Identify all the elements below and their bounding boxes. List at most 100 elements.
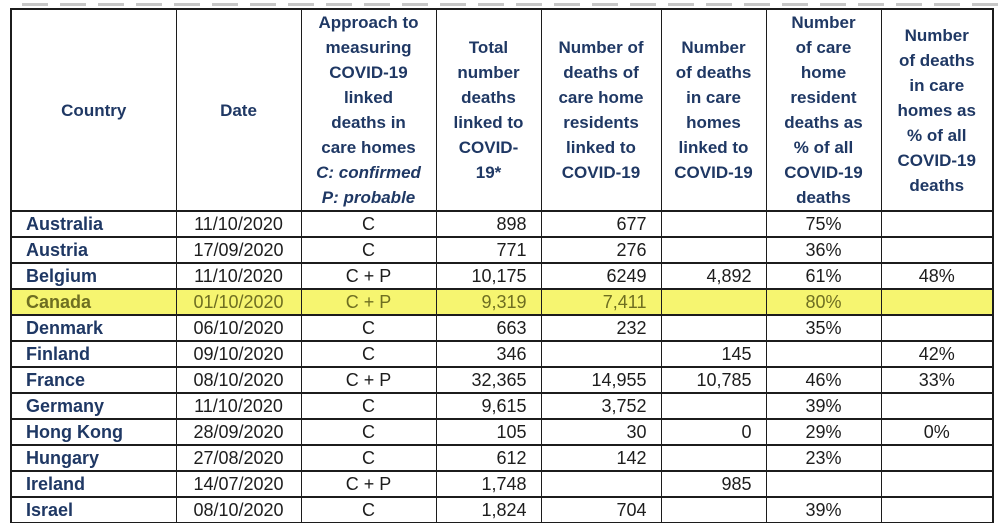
table-row: Hong Kong 28/09/2020 C 105 30 0 29% 0% bbox=[10, 418, 994, 446]
cell-approach: C bbox=[300, 418, 437, 446]
header-cell-carehome-deaths: Number of deaths in care homes linked to… bbox=[660, 8, 767, 212]
cell-carehome-deaths: 145 bbox=[660, 340, 767, 368]
cell-date: 11/10/2020 bbox=[175, 262, 302, 290]
cell-resident-pct: 39% bbox=[765, 392, 882, 420]
cell-resident-deaths bbox=[540, 470, 662, 498]
cell-resident-pct: 36% bbox=[765, 236, 882, 264]
table-row: Belgium 11/10/2020 C + P 10,175 6249 4,8… bbox=[10, 262, 994, 290]
cell-country: Australia bbox=[10, 210, 177, 238]
cell-country: Hungary bbox=[10, 444, 177, 472]
cell-approach: C bbox=[300, 496, 437, 523]
cell-resident-deaths: 232 bbox=[540, 314, 662, 342]
care-home-deaths-table: Country Date Approach to measuring COVID… bbox=[10, 8, 994, 523]
header-approach-legend: C: confirmed P: probable bbox=[316, 163, 421, 207]
table-row: Ireland 14/07/2020 C + P 1,748 985 bbox=[10, 470, 994, 498]
cell-total-deaths: 1,748 bbox=[435, 470, 542, 498]
cell-resident-pct: 29% bbox=[765, 418, 882, 446]
cell-resident-pct: 23% bbox=[765, 444, 882, 472]
cell-country: Germany bbox=[10, 392, 177, 420]
cell-approach: C bbox=[300, 210, 437, 238]
table-row: Australia 11/10/2020 C 898 677 75% bbox=[10, 210, 994, 238]
header-approach-label: Approach to measuring COVID-19 linked de… bbox=[318, 13, 419, 157]
cell-date: 09/10/2020 bbox=[175, 340, 302, 368]
cell-carehome-deaths: 0 bbox=[660, 418, 767, 446]
cell-carehome-pct bbox=[880, 236, 994, 264]
cell-country: Finland bbox=[10, 340, 177, 368]
cell-date: 11/10/2020 bbox=[175, 210, 302, 238]
cell-resident-deaths: 677 bbox=[540, 210, 662, 238]
header-cell-total-deaths: Total number deaths linked to COVID- 19* bbox=[435, 8, 542, 212]
cell-date: 08/10/2020 bbox=[175, 496, 302, 523]
header-cell-country: Country bbox=[10, 8, 177, 212]
cell-carehome-pct: 48% bbox=[880, 262, 994, 290]
scan-artifact-line bbox=[22, 3, 998, 6]
cell-carehome-deaths bbox=[660, 210, 767, 238]
cell-total-deaths: 9,319 bbox=[435, 288, 542, 316]
cell-approach: C bbox=[300, 392, 437, 420]
header-cell-carehome-pct: Number of deaths in care homes as % of a… bbox=[880, 8, 994, 212]
cell-carehome-pct bbox=[880, 392, 994, 420]
cell-carehome-deaths bbox=[660, 496, 767, 523]
cell-resident-deaths: 6249 bbox=[540, 262, 662, 290]
cell-total-deaths: 10,175 bbox=[435, 262, 542, 290]
cell-resident-deaths: 30 bbox=[540, 418, 662, 446]
cell-resident-pct: 61% bbox=[765, 262, 882, 290]
cell-resident-pct bbox=[765, 340, 882, 368]
cell-total-deaths: 612 bbox=[435, 444, 542, 472]
cell-total-deaths: 32,365 bbox=[435, 366, 542, 394]
table-row: France 08/10/2020 C + P 32,365 14,955 10… bbox=[10, 366, 994, 394]
cell-resident-pct: 80% bbox=[765, 288, 882, 316]
cell-total-deaths: 663 bbox=[435, 314, 542, 342]
cell-carehome-deaths bbox=[660, 444, 767, 472]
table-row: Denmark 06/10/2020 C 663 232 35% bbox=[10, 314, 994, 342]
cell-resident-deaths: 704 bbox=[540, 496, 662, 523]
cell-resident-pct: 75% bbox=[765, 210, 882, 238]
cell-carehome-pct bbox=[880, 210, 994, 238]
table-row: Israel 08/10/2020 C 1,824 704 39% bbox=[10, 496, 994, 523]
cell-country: Israel bbox=[10, 496, 177, 523]
cell-total-deaths: 1,824 bbox=[435, 496, 542, 523]
cell-carehome-deaths: 985 bbox=[660, 470, 767, 498]
cell-total-deaths: 898 bbox=[435, 210, 542, 238]
cell-approach: C + P bbox=[300, 366, 437, 394]
cell-resident-deaths bbox=[540, 340, 662, 368]
cell-resident-deaths: 142 bbox=[540, 444, 662, 472]
header-cell-resident-deaths: Number of deaths of care home residents … bbox=[540, 8, 662, 212]
header-cell-approach: Approach to measuring COVID-19 linked de… bbox=[300, 8, 437, 212]
cell-date: 06/10/2020 bbox=[175, 314, 302, 342]
cell-carehome-pct bbox=[880, 444, 994, 472]
cell-total-deaths: 9,615 bbox=[435, 392, 542, 420]
cell-approach: C bbox=[300, 444, 437, 472]
cell-country: Canada bbox=[10, 288, 177, 316]
cell-approach: C + P bbox=[300, 262, 437, 290]
cell-date: 17/09/2020 bbox=[175, 236, 302, 264]
cell-country: Denmark bbox=[10, 314, 177, 342]
table-row: Finland 09/10/2020 C 346 145 42% bbox=[10, 340, 994, 368]
header-cell-date: Date bbox=[175, 8, 302, 212]
table-row: Austria 17/09/2020 C 771 276 36% bbox=[10, 236, 994, 264]
cell-country: Ireland bbox=[10, 470, 177, 498]
cell-total-deaths: 771 bbox=[435, 236, 542, 264]
cell-resident-deaths: 7,411 bbox=[540, 288, 662, 316]
cell-total-deaths: 105 bbox=[435, 418, 542, 446]
cell-carehome-deaths bbox=[660, 236, 767, 264]
cell-carehome-pct bbox=[880, 496, 994, 523]
cell-approach: C bbox=[300, 314, 437, 342]
cell-carehome-deaths bbox=[660, 288, 767, 316]
cell-carehome-pct: 0% bbox=[880, 418, 994, 446]
cell-country: Austria bbox=[10, 236, 177, 264]
cell-resident-pct bbox=[765, 470, 882, 498]
cell-carehome-pct bbox=[880, 470, 994, 498]
cell-carehome-pct bbox=[880, 288, 994, 316]
cell-resident-pct: 39% bbox=[765, 496, 882, 523]
cell-total-deaths: 346 bbox=[435, 340, 542, 368]
cell-carehome-deaths bbox=[660, 314, 767, 342]
cell-date: 14/07/2020 bbox=[175, 470, 302, 498]
cell-carehome-deaths: 4,892 bbox=[660, 262, 767, 290]
cell-date: 27/08/2020 bbox=[175, 444, 302, 472]
header-cell-resident-pct: Number of care home resident deaths as %… bbox=[765, 8, 882, 212]
cell-date: 11/10/2020 bbox=[175, 392, 302, 420]
cell-carehome-deaths bbox=[660, 392, 767, 420]
cell-date: 28/09/2020 bbox=[175, 418, 302, 446]
